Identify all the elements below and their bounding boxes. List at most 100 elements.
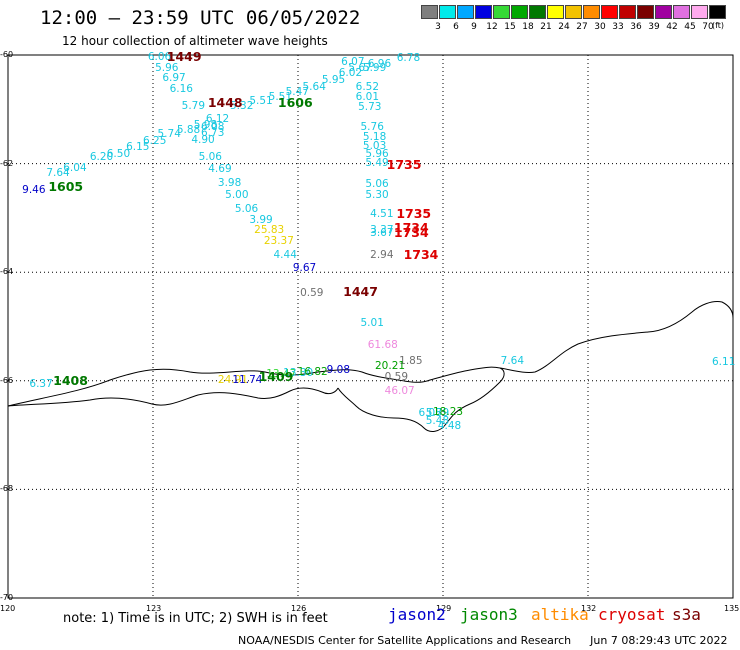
coastline-inner — [7, 387, 339, 407]
scale-swatch — [565, 5, 582, 19]
pass-time-label: 1449 — [166, 48, 202, 64]
scale-label: 42 — [666, 22, 678, 32]
scale-label: 9 — [471, 22, 477, 32]
wave-height-value: 0.59 — [300, 286, 324, 299]
wave-height-value: 3.37 — [370, 224, 394, 237]
wave-height-value: 9.08 — [326, 364, 351, 377]
wave-height-value: 13.47 — [266, 368, 297, 381]
scale-label: 36 — [630, 22, 642, 32]
satellite-legend-jason3: jason3 — [460, 605, 518, 624]
wave-height-value: 6.06 — [147, 50, 172, 63]
pass-time-label: 1734 — [393, 225, 429, 241]
wave-height-value: 5.06 — [365, 178, 389, 191]
wave-height-value: 5.76 — [360, 121, 384, 134]
wave-height-value: 5.79 — [425, 407, 450, 420]
wave-height-value: 6.15 — [126, 141, 150, 154]
pass-time-label: 1408 — [53, 372, 88, 388]
wave-height-value: 13.30 — [283, 367, 314, 380]
wave-height-value: 6.07 — [341, 56, 365, 69]
scale-swatch — [673, 5, 690, 19]
scale-label: 27 — [576, 22, 588, 32]
wave-height-value: 1.85 — [399, 354, 423, 367]
lat-tick-label: -68 — [0, 484, 14, 494]
wave-height-value: 6.08 — [418, 407, 442, 420]
wave-height-value: 0.59 — [384, 371, 409, 384]
wave-height-value: 4.69 — [208, 163, 232, 176]
scale-label: 70 — [702, 22, 714, 32]
wave-height-value: 2.94 — [370, 248, 394, 261]
wave-height-value: 6.01 — [355, 91, 380, 104]
scale-label: 21 — [540, 22, 552, 32]
scale-swatch — [475, 5, 492, 19]
scale-swatch — [655, 5, 672, 19]
pass-time-label: 1735 — [386, 157, 422, 173]
page-title: 12:00 – 23:59 UTC 06/05/2022 — [40, 7, 361, 29]
lon-tick-label: 135 — [724, 604, 740, 613]
lon-tick-label: 123 — [146, 604, 162, 613]
wave-height-value: 11.74 — [232, 373, 263, 386]
wave-height-value: 4.44 — [273, 248, 297, 261]
scale-label: 24 — [558, 22, 570, 32]
wave-height-value: 5.95 — [321, 74, 346, 87]
scale-swatch — [511, 5, 528, 19]
wave-height-value: 5.00 — [225, 189, 249, 202]
wave-height-value: 5.06 — [234, 202, 259, 215]
wave-height-value: 5.79 — [181, 99, 206, 112]
pass-time-label: 1447 — [343, 283, 378, 299]
scale-swatch — [421, 5, 438, 19]
scale-swatch — [547, 5, 564, 19]
wave-height-value: 5.51 — [268, 91, 293, 104]
lat-tick-label: -70 — [0, 593, 14, 602]
scale-label: 15 — [504, 22, 516, 32]
scale-label: 33 — [612, 22, 624, 32]
wave-height-value: 6.12 — [205, 113, 230, 126]
wave-height-value: 6.37 — [29, 378, 53, 391]
wave-height-value: 5.88 — [176, 124, 201, 137]
footer-timestamp: Jun 7 08:29:43 UTC 2022 — [590, 634, 728, 647]
pass-time-label: 1735 — [396, 206, 432, 222]
wave-height-value: 20.21 — [375, 360, 406, 373]
scale-swatch — [493, 5, 510, 19]
pass-time-label: 1606 — [277, 94, 313, 110]
scale-label: 30 — [594, 22, 606, 32]
map-frame — [7, 54, 734, 599]
scale-swatch — [583, 5, 600, 19]
wave-height-value: 3.67 — [370, 227, 394, 240]
scale-swatch — [619, 5, 636, 19]
lon-tick-label: 126 — [291, 604, 307, 613]
wave-height-value: 5.98 — [193, 118, 218, 131]
wave-height-value: 5.06 — [198, 151, 222, 164]
satellite-legend-altika: altika — [531, 605, 589, 624]
pass-time-label: 1448 — [207, 94, 243, 110]
footer-credit: NOAA/NESDIS Center for Satellite Applica… — [238, 635, 728, 646]
coastline-bay — [337, 367, 505, 432]
wave-height-value: 6.08 — [201, 121, 225, 134]
page-subtitle: 12 hour collection of altimeter wave hei… — [62, 34, 328, 48]
wave-height-value: 46.07 — [384, 384, 415, 397]
map-frame-rect — [7, 54, 734, 599]
pass-time-label: 1734 — [403, 246, 439, 262]
wave-height-value: 6.16 — [169, 83, 193, 96]
pass-time-label: 1605 — [48, 179, 84, 195]
lon-tick-label: 129 — [436, 604, 452, 613]
wave-height-value: 5.49 — [365, 156, 389, 169]
lat-lon-grid — [8, 55, 733, 598]
lat-tick-label: -60 — [0, 50, 14, 59]
wave-height-value: 5.51 — [249, 95, 273, 108]
wave-height-value: 5.47 — [285, 86, 309, 98]
scale-label: 12 — [486, 22, 498, 32]
antarctic-coastline — [7, 301, 734, 432]
wave-height-value: 18.23 — [433, 406, 464, 419]
scale-label: 6 — [453, 22, 459, 32]
scale-unit-label: (ft) — [712, 21, 725, 30]
wave-height-value: 3.98 — [217, 177, 242, 190]
lat-tick-label: -64 — [0, 267, 14, 277]
coastline-main — [7, 301, 734, 407]
wave-height-value: 9.46 — [22, 183, 46, 196]
wave-height-value: 5.30 — [365, 189, 389, 202]
lat-tick-label: -62 — [0, 158, 14, 168]
scale-swatch — [637, 5, 654, 19]
wave-height-value: 5.48 — [425, 414, 450, 427]
wave-height-value: 23.37 — [263, 235, 294, 248]
wave-height-value: 3.99 — [249, 213, 273, 226]
